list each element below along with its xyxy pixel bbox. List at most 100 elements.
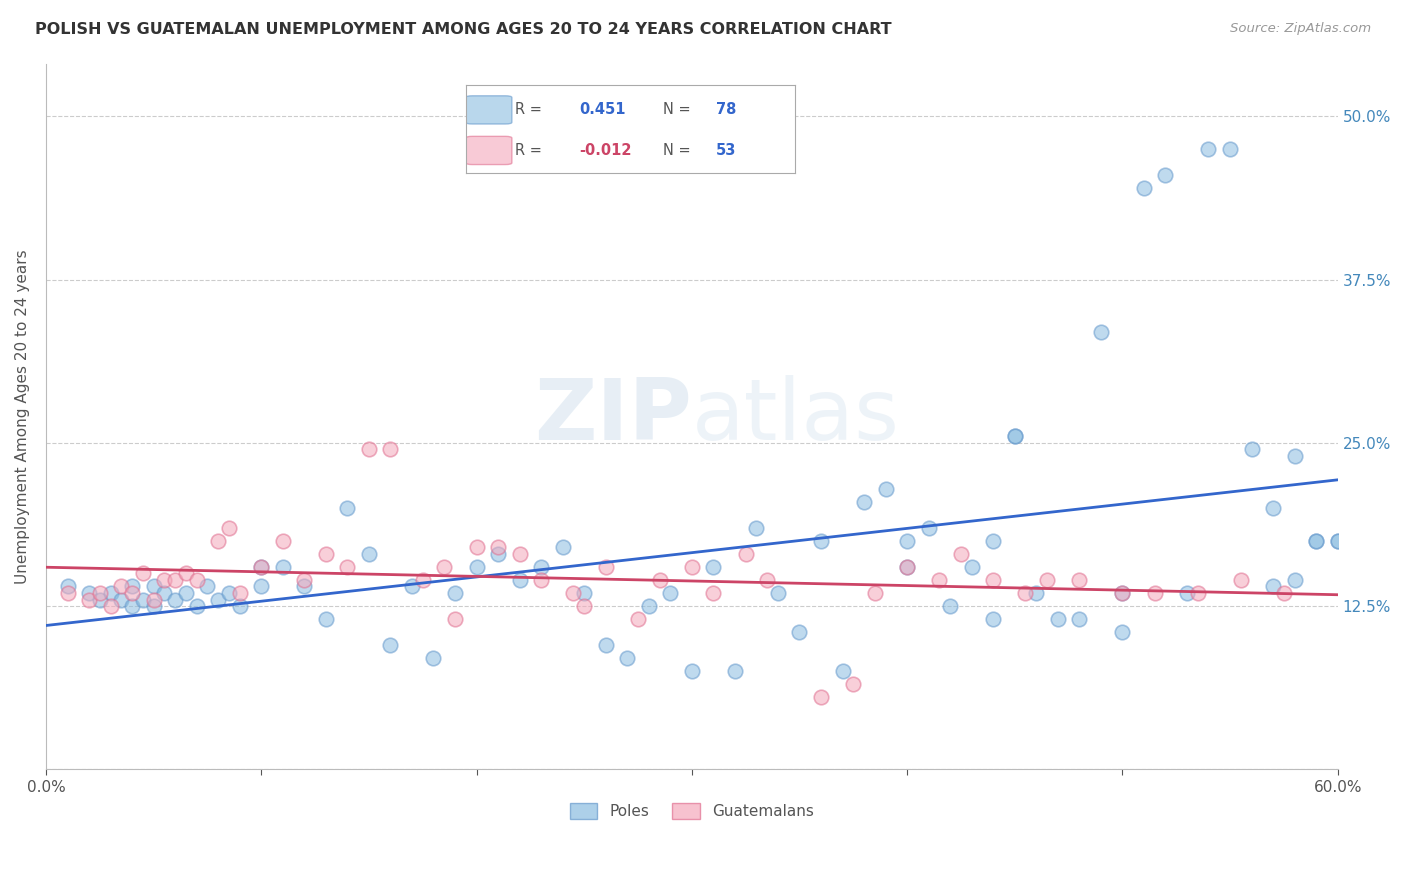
Point	[110, 592, 132, 607]
Text: atlas: atlas	[692, 376, 900, 458]
Point	[616, 651, 638, 665]
Point	[142, 599, 165, 613]
Point	[928, 573, 950, 587]
Point	[1004, 429, 1026, 443]
Point	[77, 586, 100, 600]
Point	[357, 442, 380, 457]
Point	[1111, 586, 1133, 600]
Point	[250, 560, 273, 574]
Point	[315, 547, 337, 561]
Point	[1229, 573, 1251, 587]
Point	[121, 579, 143, 593]
Point	[110, 579, 132, 593]
Point	[960, 560, 983, 574]
Point	[465, 560, 488, 574]
Point	[853, 494, 876, 508]
Point	[981, 612, 1004, 626]
Point	[132, 592, 155, 607]
Point	[1069, 612, 1091, 626]
Point	[357, 547, 380, 561]
Point	[745, 521, 768, 535]
Point	[1069, 573, 1091, 587]
Point	[142, 592, 165, 607]
Point	[1326, 533, 1348, 548]
Point	[121, 586, 143, 600]
Point	[336, 560, 359, 574]
Point	[810, 690, 832, 705]
Point	[218, 586, 240, 600]
Point	[165, 592, 187, 607]
Point	[530, 560, 553, 574]
Point	[1305, 533, 1327, 548]
Point	[572, 586, 595, 600]
Point	[681, 665, 703, 679]
Point	[197, 579, 219, 593]
Point	[842, 677, 865, 691]
Point	[1090, 325, 1112, 339]
Point	[207, 533, 229, 548]
Point	[949, 547, 972, 561]
Point	[121, 599, 143, 613]
Point	[981, 573, 1004, 587]
Point	[551, 541, 574, 555]
Point	[444, 612, 467, 626]
Point	[1261, 501, 1284, 516]
Point	[465, 541, 488, 555]
Point	[292, 573, 315, 587]
Point	[917, 521, 939, 535]
Point	[1187, 586, 1209, 600]
Point	[509, 547, 531, 561]
Point	[186, 573, 208, 587]
Point	[1326, 533, 1348, 548]
Point	[77, 592, 100, 607]
Point	[831, 665, 853, 679]
Point	[153, 573, 176, 587]
Point	[637, 599, 659, 613]
Point	[89, 592, 111, 607]
Point	[1014, 586, 1036, 600]
Point	[681, 560, 703, 574]
Point	[433, 560, 456, 574]
Point	[702, 586, 724, 600]
Point	[1111, 586, 1133, 600]
Point	[228, 599, 250, 613]
Point	[132, 566, 155, 581]
Point	[1219, 142, 1241, 156]
Point	[766, 586, 789, 600]
Point	[401, 579, 423, 593]
Point	[315, 612, 337, 626]
Point	[207, 592, 229, 607]
Point	[186, 599, 208, 613]
Point	[896, 560, 918, 574]
Point	[1272, 586, 1295, 600]
Point	[981, 533, 1004, 548]
Point	[1198, 142, 1220, 156]
Point	[939, 599, 962, 613]
Point	[756, 573, 779, 587]
Point	[648, 573, 671, 587]
Point	[1025, 586, 1047, 600]
Point	[444, 586, 467, 600]
Point	[380, 442, 402, 457]
Point	[724, 665, 747, 679]
Point	[486, 547, 509, 561]
Point	[271, 533, 294, 548]
Point	[174, 586, 197, 600]
Point	[250, 579, 273, 593]
Y-axis label: Unemployment Among Ages 20 to 24 years: Unemployment Among Ages 20 to 24 years	[15, 250, 30, 584]
Point	[412, 573, 434, 587]
Point	[875, 482, 897, 496]
Point	[271, 560, 294, 574]
Point	[336, 501, 359, 516]
Text: ZIP: ZIP	[534, 376, 692, 458]
Legend: Poles, Guatemalans: Poles, Guatemalans	[564, 797, 820, 825]
Text: Source: ZipAtlas.com: Source: ZipAtlas.com	[1230, 22, 1371, 36]
Point	[562, 586, 585, 600]
Point	[153, 586, 176, 600]
Point	[627, 612, 650, 626]
Point	[1240, 442, 1263, 457]
Point	[1261, 579, 1284, 593]
Point	[100, 586, 122, 600]
Point	[509, 573, 531, 587]
Point	[595, 638, 617, 652]
